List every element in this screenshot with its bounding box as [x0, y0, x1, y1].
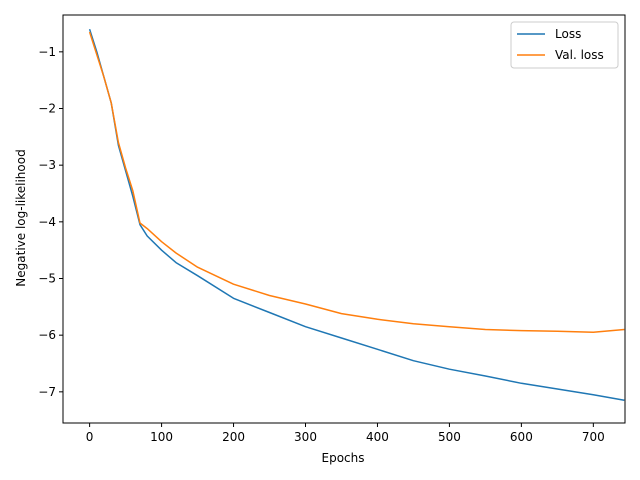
plot-frame	[62, 14, 626, 424]
legend: Loss Val. loss	[510, 21, 619, 69]
x-axis-label: Epochs	[322, 451, 365, 465]
y-tick-label: −5	[38, 272, 56, 286]
x-tick-label: 500	[438, 430, 461, 444]
y-tick-label: −6	[38, 328, 56, 342]
y-tick-label: −7	[38, 385, 56, 399]
series-line-2	[88, 31, 625, 334]
legend-label: Val. loss	[555, 48, 604, 62]
plot-area	[62, 14, 626, 424]
x-tick-label: 100	[150, 430, 173, 444]
y-axis-ticks: −1 −2 −3 −4 −5 −6 −7	[38, 45, 63, 399]
legend-label: Loss	[555, 27, 581, 41]
x-tick-label: 400	[366, 430, 389, 444]
series-layer	[88, 28, 625, 402]
x-axis-ticks: 0 100 200 300 400 500 600 700	[86, 423, 605, 444]
y-tick-label: −4	[38, 215, 56, 229]
x-tick-label: 200	[222, 430, 245, 444]
x-tick-label: 0	[86, 430, 94, 444]
x-tick-label: 600	[510, 430, 533, 444]
y-axis-label: Negative log-likelihood	[14, 149, 28, 286]
y-tick-label: −2	[38, 102, 56, 116]
x-tick-label: 300	[294, 430, 317, 444]
x-tick-label: 700	[582, 430, 605, 444]
y-tick-label: −1	[38, 45, 56, 59]
y-tick-label: −3	[38, 158, 56, 172]
